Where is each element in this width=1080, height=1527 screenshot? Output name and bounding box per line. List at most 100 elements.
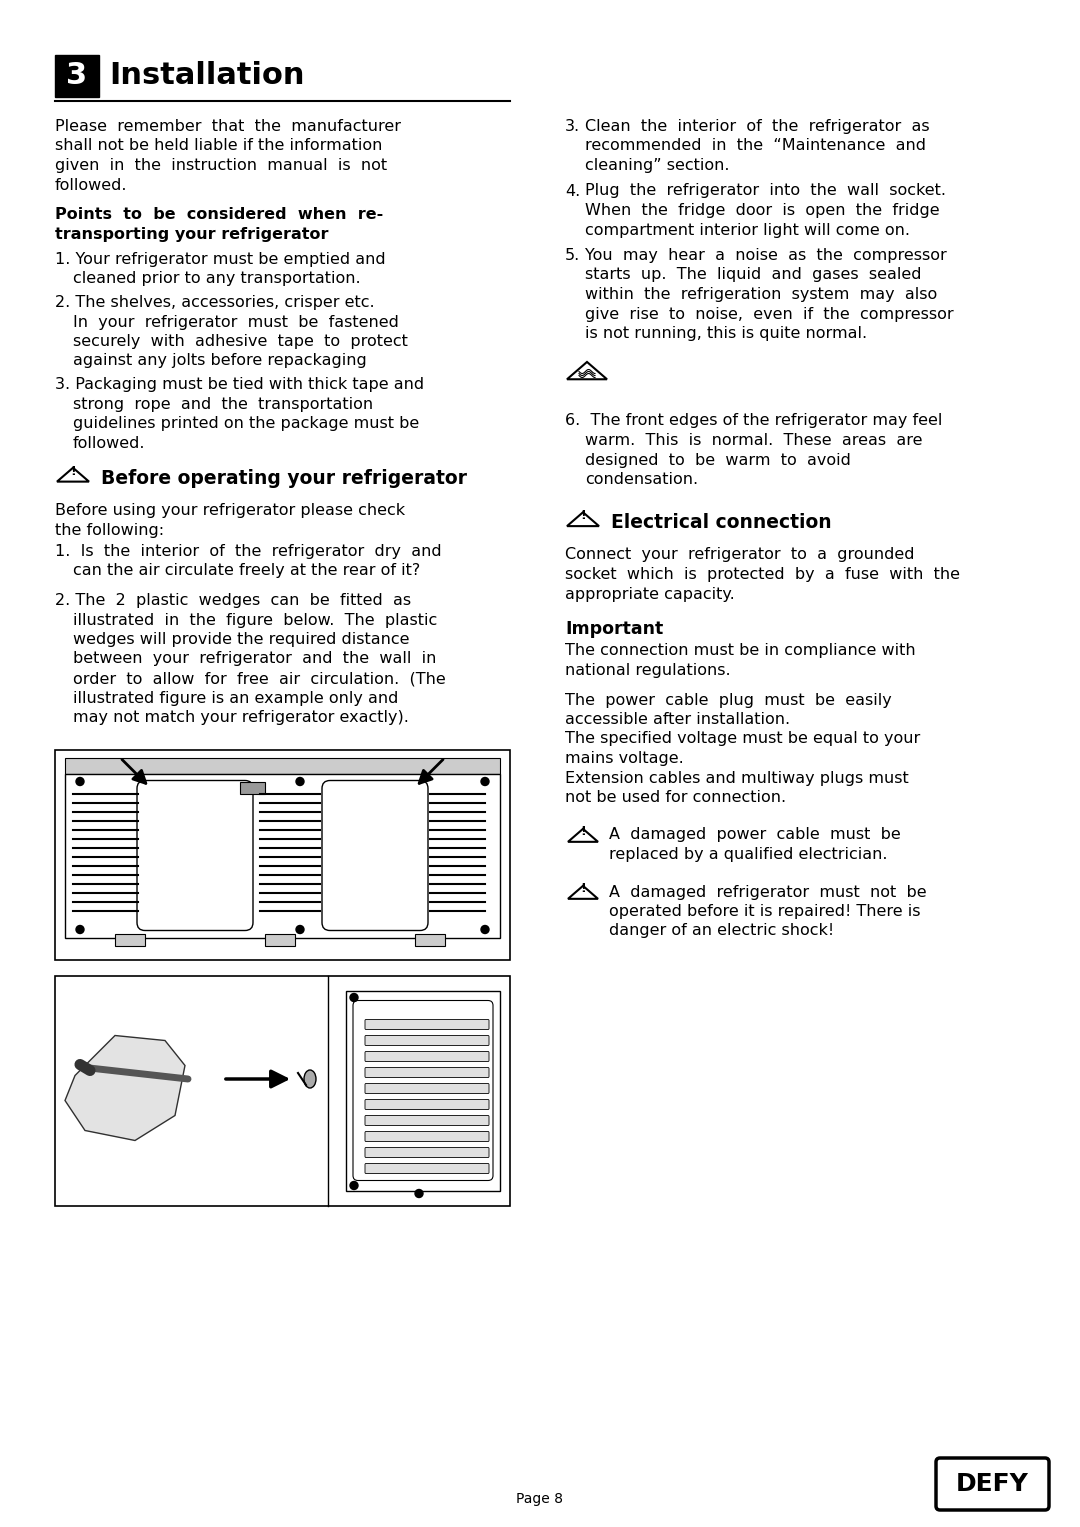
- FancyBboxPatch shape: [365, 1116, 489, 1125]
- Circle shape: [350, 1182, 357, 1190]
- Text: condensation.: condensation.: [585, 472, 698, 487]
- Text: DEFY: DEFY: [956, 1472, 1029, 1496]
- FancyBboxPatch shape: [365, 1164, 489, 1174]
- Text: Points  to  be  considered  when  re-: Points to be considered when re-: [55, 208, 383, 221]
- Text: against any jolts before repackaging: against any jolts before repackaging: [73, 353, 367, 368]
- Text: warm.  This  is  normal.  These  areas  are: warm. This is normal. These areas are: [585, 434, 922, 447]
- Text: within  the  refrigeration  system  may  also: within the refrigeration system may also: [585, 287, 937, 302]
- Circle shape: [296, 777, 303, 785]
- FancyBboxPatch shape: [936, 1458, 1049, 1510]
- Text: compartment interior light will come on.: compartment interior light will come on.: [585, 223, 910, 238]
- Polygon shape: [65, 1035, 185, 1141]
- FancyBboxPatch shape: [65, 774, 500, 938]
- Text: The connection must be in compliance with: The connection must be in compliance wit…: [565, 643, 916, 658]
- FancyBboxPatch shape: [365, 1132, 489, 1142]
- Text: 1. Your refrigerator must be emptied and: 1. Your refrigerator must be emptied and: [55, 252, 386, 267]
- Text: 2. The shelves, accessories, crisper etc.: 2. The shelves, accessories, crisper etc…: [55, 295, 375, 310]
- Text: Plug  the  refrigerator  into  the  wall  socket.: Plug the refrigerator into the wall sock…: [585, 183, 946, 199]
- FancyBboxPatch shape: [265, 933, 295, 945]
- Text: !: !: [580, 508, 585, 522]
- Text: Electrical connection: Electrical connection: [611, 513, 832, 533]
- FancyBboxPatch shape: [353, 1000, 492, 1180]
- Text: replaced by a qualified electrician.: replaced by a qualified electrician.: [609, 847, 888, 863]
- Text: !: !: [580, 825, 585, 838]
- FancyBboxPatch shape: [365, 1147, 489, 1157]
- FancyBboxPatch shape: [365, 1035, 489, 1046]
- FancyBboxPatch shape: [55, 976, 510, 1205]
- Text: Before using your refrigerator please check: Before using your refrigerator please ch…: [55, 502, 405, 518]
- Text: A  damaged  refrigerator  must  not  be: A damaged refrigerator must not be: [609, 884, 927, 899]
- FancyBboxPatch shape: [365, 1052, 489, 1061]
- Text: cleaning” section.: cleaning” section.: [585, 157, 729, 173]
- Text: 1.  Is  the  interior  of  the  refrigerator  dry  and: 1. Is the interior of the refrigerator d…: [55, 544, 442, 559]
- FancyBboxPatch shape: [55, 55, 99, 98]
- Ellipse shape: [303, 1070, 316, 1089]
- Text: Extension cables and multiway plugs must: Extension cables and multiway plugs must: [565, 771, 908, 785]
- Circle shape: [481, 925, 489, 933]
- Text: guidelines printed on the package must be: guidelines printed on the package must b…: [73, 415, 419, 431]
- Text: is not running, this is quite normal.: is not running, this is quite normal.: [585, 325, 867, 341]
- Text: The specified voltage must be equal to your: The specified voltage must be equal to y…: [565, 731, 920, 747]
- Text: strong  rope  and  the  transportation: strong rope and the transportation: [73, 397, 373, 411]
- Text: wedges will provide the required distance: wedges will provide the required distanc…: [73, 632, 409, 647]
- FancyBboxPatch shape: [55, 750, 510, 959]
- Text: transporting your refrigerator: transporting your refrigerator: [55, 226, 328, 241]
- Text: 6.  The front edges of the refrigerator may feel: 6. The front edges of the refrigerator m…: [565, 414, 943, 429]
- Circle shape: [296, 925, 303, 933]
- Text: followed.: followed.: [73, 435, 146, 450]
- Text: !: !: [70, 464, 76, 478]
- FancyBboxPatch shape: [365, 1099, 489, 1110]
- FancyBboxPatch shape: [137, 780, 253, 930]
- Text: 2. The  2  plastic  wedges  can  be  fitted  as: 2. The 2 plastic wedges can be fitted as: [55, 592, 411, 608]
- Text: 3: 3: [67, 61, 87, 90]
- Text: Important: Important: [565, 620, 663, 638]
- Circle shape: [350, 994, 357, 1002]
- Text: starts  up.  The  liquid  and  gases  sealed: starts up. The liquid and gases sealed: [585, 267, 921, 282]
- Text: 4.: 4.: [565, 183, 580, 199]
- Text: illustrated  in  the  figure  below.  The  plastic: illustrated in the figure below. The pla…: [73, 612, 437, 628]
- Text: appropriate capacity.: appropriate capacity.: [565, 586, 734, 602]
- Text: accessible after installation.: accessible after installation.: [565, 712, 791, 727]
- Text: given  in  the  instruction  manual  is  not: given in the instruction manual is not: [55, 157, 387, 173]
- FancyBboxPatch shape: [415, 933, 445, 945]
- Text: Clean  the  interior  of  the  refrigerator  as: Clean the interior of the refrigerator a…: [585, 119, 930, 134]
- Text: may not match your refrigerator exactly).: may not match your refrigerator exactly)…: [73, 710, 409, 725]
- Text: not be used for connection.: not be used for connection.: [565, 789, 786, 805]
- FancyBboxPatch shape: [365, 1020, 489, 1029]
- Circle shape: [76, 925, 84, 933]
- Circle shape: [415, 1190, 423, 1197]
- FancyBboxPatch shape: [365, 1067, 489, 1078]
- FancyBboxPatch shape: [240, 782, 265, 794]
- Text: Before operating your refrigerator: Before operating your refrigerator: [102, 469, 467, 489]
- Text: recommended  in  the  “Maintenance  and: recommended in the “Maintenance and: [585, 139, 926, 154]
- FancyBboxPatch shape: [114, 933, 145, 945]
- Text: cleaned prior to any transportation.: cleaned prior to any transportation.: [73, 272, 361, 287]
- Circle shape: [76, 777, 84, 785]
- Text: Connect  your  refrigerator  to  a  grounded: Connect your refrigerator to a grounded: [565, 548, 915, 562]
- FancyBboxPatch shape: [65, 757, 500, 774]
- Text: The  power  cable  plug  must  be  easily: The power cable plug must be easily: [565, 693, 892, 707]
- Text: !: !: [580, 881, 585, 895]
- Text: followed.: followed.: [55, 177, 127, 192]
- Text: the following:: the following:: [55, 522, 164, 538]
- Text: between  your  refrigerator  and  the  wall  in: between your refrigerator and the wall i…: [73, 652, 436, 666]
- Text: socket  which  is  protected  by  a  fuse  with  the: socket which is protected by a fuse with…: [565, 567, 960, 582]
- Text: order  to  allow  for  free  air  circulation.  (The: order to allow for free air circulation.…: [73, 670, 446, 686]
- Text: can the air circulate freely at the rear of it?: can the air circulate freely at the rear…: [73, 563, 420, 579]
- FancyBboxPatch shape: [365, 1084, 489, 1093]
- Text: securely  with  adhesive  tape  to  protect: securely with adhesive tape to protect: [73, 334, 408, 350]
- Text: Installation: Installation: [109, 61, 305, 90]
- Text: mains voltage.: mains voltage.: [565, 751, 684, 767]
- FancyBboxPatch shape: [322, 780, 428, 930]
- Text: 3.: 3.: [565, 119, 580, 134]
- Text: 3. Packaging must be tied with thick tape and: 3. Packaging must be tied with thick tap…: [55, 377, 424, 392]
- FancyBboxPatch shape: [346, 991, 500, 1191]
- Text: national regulations.: national regulations.: [565, 663, 731, 678]
- Text: give  rise  to  noise,  even  if  the  compressor: give rise to noise, even if the compress…: [585, 307, 954, 322]
- Text: designed  to  be  warm  to  avoid: designed to be warm to avoid: [585, 452, 851, 467]
- Circle shape: [481, 777, 489, 785]
- Text: shall not be held liable if the information: shall not be held liable if the informat…: [55, 139, 382, 154]
- Text: danger of an electric shock!: danger of an electric shock!: [609, 924, 834, 939]
- Text: You  may  hear  a  noise  as  the  compressor: You may hear a noise as the compressor: [585, 247, 947, 263]
- Text: Please  remember  that  the  manufacturer: Please remember that the manufacturer: [55, 119, 401, 134]
